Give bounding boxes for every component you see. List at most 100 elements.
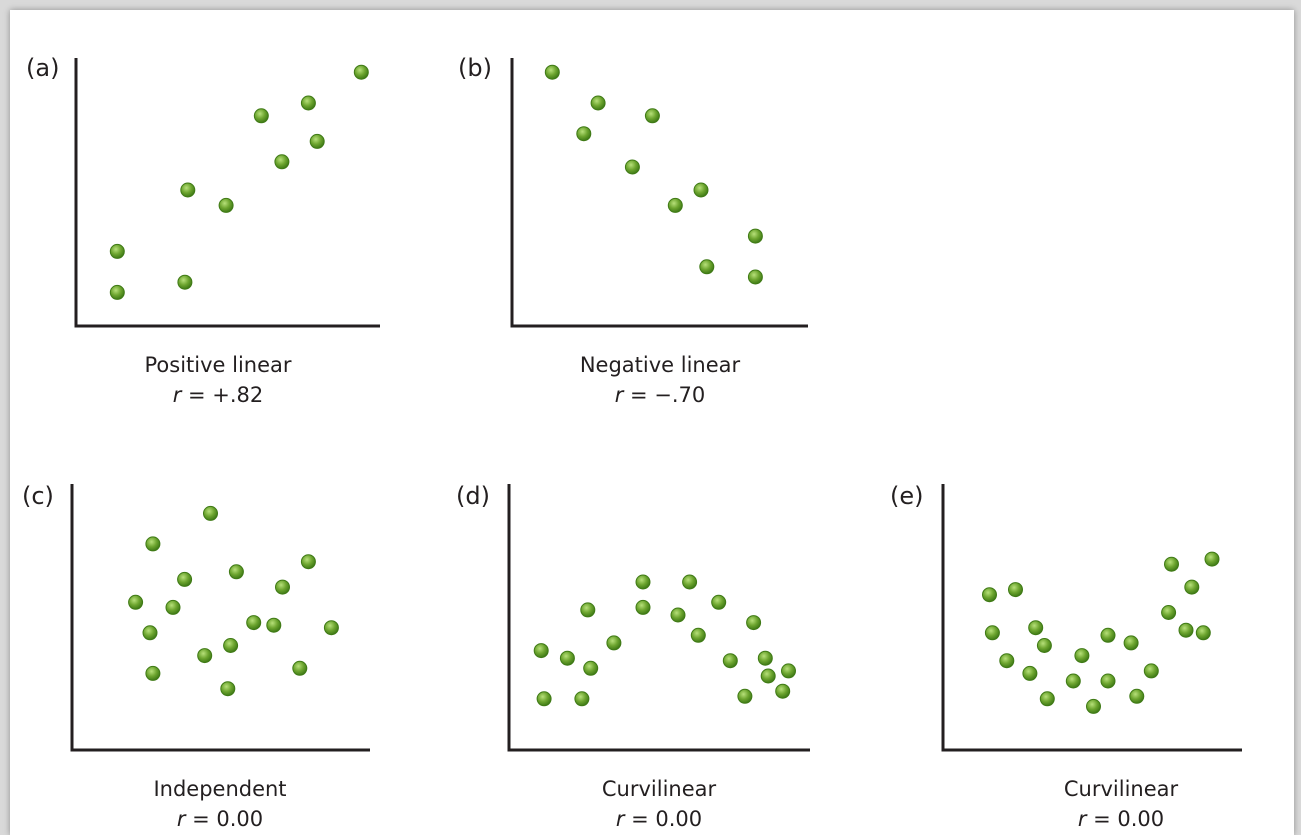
data-point (177, 571, 193, 587)
panel-title: Curvilinear (1064, 777, 1179, 801)
data-point (109, 284, 125, 300)
data-point (1028, 620, 1044, 636)
data-point (223, 638, 239, 653)
data-point (1086, 698, 1101, 714)
data-point (197, 648, 213, 664)
panel-label: (e) (890, 482, 924, 510)
data-point (353, 64, 369, 80)
data-point (722, 653, 738, 669)
panel-label: (a) (26, 54, 59, 82)
data-point (220, 681, 236, 697)
data-point (559, 650, 575, 666)
data-point (1100, 673, 1116, 689)
data-point (246, 615, 262, 631)
data-point (266, 617, 282, 633)
data-point (203, 505, 218, 521)
data-point (576, 126, 592, 142)
data-point (760, 668, 776, 684)
data-point (1123, 635, 1139, 651)
data-point (1164, 556, 1179, 572)
scatter-panel-b: (b) Negative linear r = −.70 (458, 54, 808, 407)
correlation-figure: (a) Positive linear r = +.82 (b) Negative li… (22, 54, 1242, 831)
data-point (635, 574, 651, 590)
data-point (606, 635, 622, 651)
data-point (536, 691, 552, 707)
axes (70, 484, 370, 752)
panel-label: (c) (22, 482, 54, 510)
data-point (180, 182, 196, 198)
data-point (781, 663, 796, 679)
data-point (165, 599, 181, 615)
data-point (142, 625, 158, 641)
data-point (982, 587, 997, 603)
correlation-value: r = 0.00 (177, 807, 263, 831)
data-point (984, 625, 1000, 641)
data-point (574, 691, 590, 707)
data-point (309, 133, 325, 149)
data-point (128, 594, 144, 610)
axes (507, 484, 810, 752)
panel-title: Positive linear (144, 353, 291, 377)
data-point (1036, 638, 1052, 653)
data-point (1161, 605, 1177, 620)
data-point (1195, 625, 1211, 641)
panel-label: (b) (458, 54, 492, 82)
data-point (699, 259, 715, 275)
data-point (775, 683, 791, 699)
panel-title: Independent (153, 777, 286, 801)
correlation-value: r = 0.00 (1078, 807, 1164, 831)
data-point (109, 243, 125, 259)
data-point (228, 564, 244, 580)
data-point (682, 574, 698, 590)
panel-title: Curvilinear (602, 777, 717, 801)
axes (941, 484, 1242, 752)
scatter-panel-e: (e) Curvilinear r = 0.00 (890, 482, 1242, 831)
data-point (635, 599, 651, 615)
data-point (624, 159, 640, 175)
data-point (670, 607, 686, 623)
data-point (1178, 622, 1194, 638)
data-point (1100, 627, 1116, 643)
data-point (690, 627, 706, 643)
data-point (737, 688, 753, 704)
figure-card: (a) Positive linear r = +.82 (b) Negative li… (10, 10, 1294, 835)
data-point (644, 108, 660, 124)
data-point (757, 650, 773, 666)
axes (74, 58, 380, 328)
correlation-value: r = −.70 (615, 383, 706, 407)
data-point (1129, 688, 1145, 704)
data-point (274, 154, 290, 170)
scatter-panel-a: (a) Positive linear r = +.82 (26, 54, 380, 407)
data-point (292, 660, 308, 676)
data-point (1204, 551, 1220, 567)
data-point (590, 95, 606, 111)
data-point (1039, 691, 1055, 707)
panel-label: (d) (456, 482, 490, 510)
data-point (1074, 648, 1090, 664)
data-point (999, 653, 1015, 669)
panel-title: Negative linear (580, 353, 741, 377)
data-point (1143, 663, 1159, 679)
axes (510, 58, 808, 328)
correlation-value: r = 0.00 (616, 807, 702, 831)
data-point (300, 95, 316, 111)
data-point (711, 594, 727, 610)
data-point (747, 228, 763, 244)
data-point (145, 665, 161, 681)
data-point (323, 620, 339, 636)
data-point (747, 269, 763, 285)
scatter-panel-c: (c) Independent r = 0.00 (22, 482, 370, 831)
data-point (253, 108, 269, 124)
data-point (746, 615, 762, 631)
data-point (583, 660, 599, 676)
scatter-panel-d: (d) Curvilinear r = 0.00 (456, 482, 810, 831)
data-point (1022, 665, 1038, 681)
data-point (300, 554, 316, 570)
data-point (580, 602, 596, 618)
data-point (177, 274, 193, 290)
data-point (544, 64, 560, 80)
data-point (693, 182, 709, 198)
data-point (667, 197, 683, 213)
data-point (1184, 579, 1200, 595)
data-point (1008, 582, 1023, 598)
